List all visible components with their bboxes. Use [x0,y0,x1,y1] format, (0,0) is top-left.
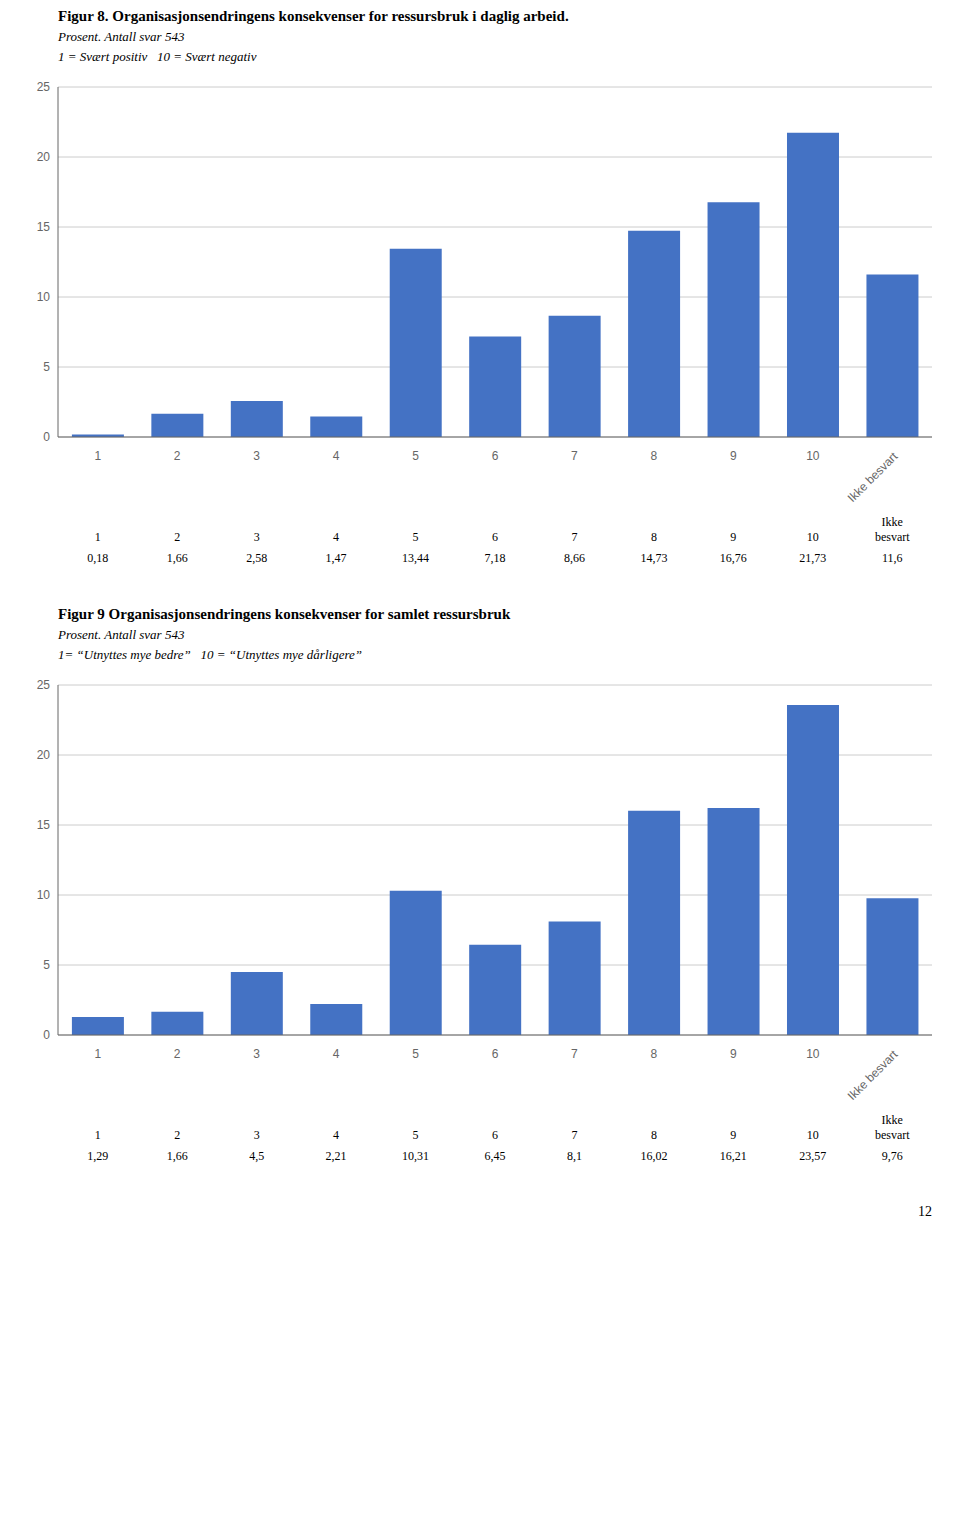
html-text:23,57: 23,57 [799,1149,827,1163]
html-text:7: 7 [571,1128,578,1142]
svg-text:25: 25 [37,80,51,94]
html-text:1,47: 1,47 [325,551,347,565]
svg-text:0: 0 [43,430,50,444]
svg-text:25: 25 [37,678,51,692]
svg-text:1: 1 [94,1047,101,1061]
html-text:4: 4 [333,530,340,544]
svg-text:6: 6 [492,1047,499,1061]
html-text:Ikke: Ikke [881,515,903,529]
html-text:2: 2 [174,1128,181,1142]
html-text:21,73: 21,73 [799,551,827,565]
html-text:6: 6 [492,1128,498,1142]
html-text:16,76: 16,76 [719,551,747,565]
html-text:8,1: 8,1 [566,1149,582,1163]
svg-text:2: 2 [174,449,181,463]
html-text:besvart: besvart [874,1128,910,1142]
svg-text:3: 3 [253,1047,260,1061]
html-text:3: 3 [253,530,260,544]
svg-text:4: 4 [333,449,340,463]
svg-text:10: 10 [806,449,820,463]
svg-text:6: 6 [492,449,499,463]
html-text:6: 6 [492,530,498,544]
svg-text:10: 10 [37,888,51,902]
html-text:9: 9 [730,1128,737,1142]
svg-text:1: 1 [94,449,101,463]
html-text:4,5: 4,5 [249,1149,265,1163]
html-text:16,02: 16,02 [640,1149,668,1163]
html-text:11,6: 11,6 [882,551,903,565]
svg-text:8: 8 [651,1047,658,1061]
html-text:1,66: 1,66 [166,551,188,565]
svg-text:9: 9 [730,1047,737,1061]
html-text:8,66: 8,66 [563,551,585,565]
svg-text:10: 10 [806,1047,820,1061]
html-text:2,21: 2,21 [325,1149,347,1163]
svg-text:Ikke besvart: Ikke besvart [845,449,901,505]
html-text:Prosent. Antall svar 543: Prosent. Antall svar 543 [58,29,185,44]
html-text:6,45: 6,45 [484,1149,506,1163]
svg-text:5: 5 [412,449,419,463]
html-text:5: 5 [412,530,419,544]
svg-text:5: 5 [43,360,50,374]
html-text:4: 4 [333,1128,340,1142]
svg-text:9: 9 [730,449,737,463]
html-text:1: 1 [94,1128,101,1142]
svg-text:3: 3 [253,449,260,463]
html-text:10: 10 [806,530,819,544]
html-text:Figur 8. Organisasjonsendringe: Figur 8. Organisasjonsendringens konsekv… [58,8,569,24]
html-text:16,21: 16,21 [719,1149,747,1163]
html-text:10: 10 [806,1128,819,1142]
html-text:8: 8 [650,530,657,544]
html-text:12: 12 [918,1204,932,1219]
html-text:3: 3 [253,1128,260,1142]
html-text:5: 5 [412,1128,419,1142]
svg-text:15: 15 [37,818,51,832]
html-text:14,73: 14,73 [640,551,668,565]
svg-text:4: 4 [333,1047,340,1061]
svg-text:7: 7 [571,449,578,463]
html-text:7,18: 7,18 [484,551,506,565]
svg-text:Ikke besvart: Ikke besvart [845,1047,901,1103]
html-text:2: 2 [174,530,181,544]
svg-text:15: 15 [37,220,51,234]
html-text:0,18: 0,18 [87,551,109,565]
html-text:1: 1 [94,530,101,544]
html-text:besvart: besvart [874,530,910,544]
svg-text:7: 7 [571,1047,578,1061]
html-text:13,44: 13,44 [402,551,429,565]
svg-text:5: 5 [43,958,50,972]
svg-text:8: 8 [651,449,658,463]
html-text:1 = Svært positiv 10 = Svært n: 1 = Svært positiv 10 = Svært negativ [58,49,257,64]
html-text:Prosent. Antall svar 543: Prosent. Antall svar 543 [58,627,185,642]
html-text:7: 7 [571,530,578,544]
svg-text:20: 20 [37,748,51,762]
svg-text:20: 20 [37,150,51,164]
html-text:2,58: 2,58 [246,551,268,565]
html-text:Ikke: Ikke [881,1113,903,1127]
html-text:9: 9 [730,530,737,544]
svg-text:2: 2 [174,1047,181,1061]
svg-text:5: 5 [412,1047,419,1061]
html-text:1,29: 1,29 [87,1149,109,1163]
html-text:8: 8 [650,1128,657,1142]
html-text:9,76: 9,76 [881,1149,903,1163]
svg-text:0: 0 [43,1028,50,1042]
html-text:10,31: 10,31 [402,1149,429,1163]
html-text:1= “Utnyttes mye bedre” 10 = “: 1= “Utnyttes mye bedre” 10 = “Utnyttes m… [58,647,362,662]
html-text:Figur 9 Organisasjonsendringen: Figur 9 Organisasjonsendringens konsekve… [58,606,511,622]
html-text:1,66: 1,66 [166,1149,188,1163]
svg-text:10: 10 [37,290,51,304]
